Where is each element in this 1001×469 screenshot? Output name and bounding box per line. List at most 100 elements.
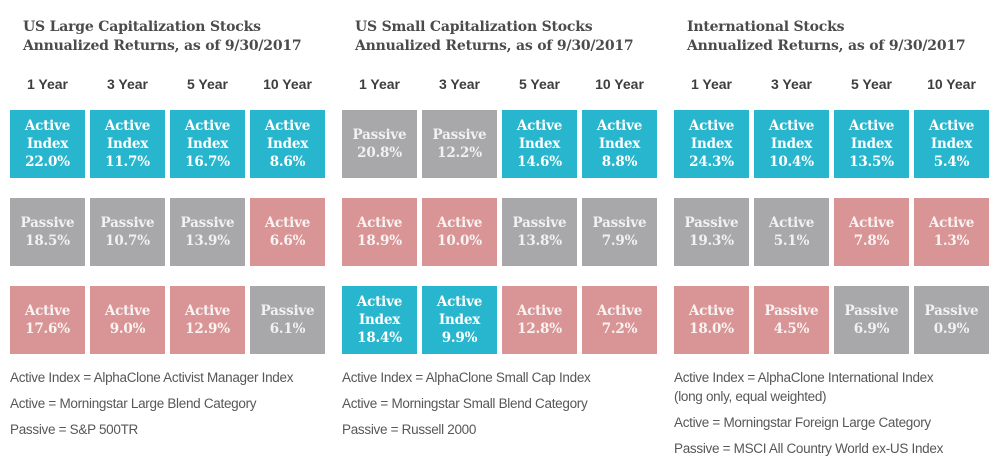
return-cell: Active Index 18.4% — [342, 286, 417, 354]
return-cell: Active Index 9.9% — [422, 286, 497, 354]
cell-value: 13.8% — [517, 233, 562, 249]
cell-value: 22.0% — [25, 154, 70, 170]
cell-value: 17.6% — [25, 321, 70, 337]
cell-value: 6.1% — [269, 321, 306, 337]
legend: Active Index = AlphaClone International … — [674, 368, 1001, 458]
cell-label: Active — [356, 215, 403, 231]
cell-label: Passive — [764, 303, 819, 319]
cell-label: Active — [596, 303, 643, 319]
legend-item: Active = Morningstar Large Blend Categor… — [10, 396, 257, 411]
cell-label: Active — [688, 303, 735, 319]
return-cell: Active 12.8% — [502, 286, 577, 354]
return-cell: Active 5.1% — [754, 198, 829, 266]
legend-item: Passive = S&P 500TR — [10, 422, 138, 437]
cell-label: Passive — [432, 127, 487, 143]
return-cell: Active 6.6% — [250, 198, 325, 266]
cell-value: 11.7% — [105, 154, 150, 170]
return-cell: Active 12.9% — [170, 286, 245, 354]
returns-grid: Active Index 22.0% Active Index 11.7% Ac… — [10, 110, 325, 354]
cell-label: Active Index — [928, 118, 975, 152]
legend-item: Passive = Russell 2000 — [342, 422, 477, 437]
cell-label: Passive — [352, 127, 407, 143]
return-cell: Active Index 8.6% — [250, 110, 325, 178]
legend-item: Active Index = AlphaClone Small Cap Inde… — [342, 370, 591, 385]
panel-title-line2: Annualized Returns, as of 9/30/2017 — [355, 38, 634, 54]
panel-title-line2: Annualized Returns, as of 9/30/2017 — [23, 38, 302, 54]
return-cell: Passive 19.3% — [674, 198, 749, 266]
cell-value: 9.0% — [109, 321, 146, 337]
cell-label: Active Index — [356, 294, 403, 328]
return-cell: Active Index 14.6% — [502, 110, 577, 178]
panel-title: International Stocks Annualized Returns,… — [687, 18, 989, 56]
legend: Active Index = AlphaClone Small Cap Inde… — [342, 368, 674, 439]
return-cell: Passive 20.8% — [342, 110, 417, 178]
returns-grid: Passive 20.8% Passive 12.2% Active Index… — [342, 110, 657, 354]
cell-value: 19.3% — [689, 233, 734, 249]
cell-label: Passive — [180, 215, 235, 231]
column-headers: 1 Year 3 Year 5 Year 10 Year — [10, 76, 325, 93]
cell-value: 6.6% — [269, 233, 306, 249]
legend-item: Active = Morningstar Foreign Large Categ… — [674, 415, 931, 430]
cell-label: Active — [848, 215, 895, 231]
cell-label: Active Index — [24, 118, 71, 152]
column-header: 3 Year — [106, 76, 148, 92]
column-headers: 1 Year 3 Year 5 Year 10 Year — [674, 76, 989, 93]
returns-panel: US Small Capitalization Stocks Annualize… — [342, 18, 657, 446]
cell-value: 10.0% — [437, 233, 482, 249]
cell-label: Active — [104, 303, 151, 319]
column-headers: 1 Year 3 Year 5 Year 10 Year — [342, 76, 657, 93]
cell-label: Passive — [512, 215, 567, 231]
cell-value: 1.3% — [933, 233, 970, 249]
returns-grid: Active Index 24.3% Active Index 10.4% Ac… — [674, 110, 989, 354]
return-cell: Active 17.6% — [10, 286, 85, 354]
cell-value: 5.4% — [933, 154, 970, 170]
returns-panel: US Large Capitalization Stocks Annualize… — [10, 18, 325, 446]
cell-value: 16.7% — [185, 154, 230, 170]
column-header: 10 Year — [263, 76, 312, 92]
column-header: 5 Year — [850, 76, 892, 92]
column-header: 1 Year — [690, 76, 732, 92]
return-cell: Active Index 11.7% — [90, 110, 165, 178]
cell-value: 7.9% — [601, 233, 638, 249]
legend-item: Passive = MSCI All Country World ex-US I… — [674, 441, 944, 456]
cell-label: Passive — [100, 215, 155, 231]
cell-label: Passive — [844, 303, 899, 319]
return-cell: Passive 10.7% — [90, 198, 165, 266]
cell-label: Active — [264, 215, 311, 231]
cell-label: Active Index — [264, 118, 311, 152]
cell-value: 6.9% — [853, 321, 890, 337]
panel-title-line2: Annualized Returns, as of 9/30/2017 — [687, 38, 966, 54]
cell-value: 18.9% — [357, 233, 402, 249]
column-header: 5 Year — [518, 76, 560, 92]
cell-value: 18.5% — [25, 233, 70, 249]
return-cell: Passive 13.9% — [170, 198, 245, 266]
cell-value: 13.5% — [849, 154, 894, 170]
return-cell: Passive 0.9% — [914, 286, 989, 354]
return-cell: Passive 13.8% — [502, 198, 577, 266]
cell-label: Active Index — [596, 118, 643, 152]
column-header: 10 Year — [927, 76, 976, 92]
cell-label: Active Index — [436, 294, 483, 328]
cell-label: Active — [436, 215, 483, 231]
cell-value: 5.1% — [773, 233, 810, 249]
cell-label: Active — [184, 303, 231, 319]
column-header: 5 Year — [186, 76, 228, 92]
legend-item: Active Index = AlphaClone Activist Manag… — [10, 370, 294, 385]
legend-item: Active Index = AlphaClone International … — [674, 370, 934, 404]
return-cell: Passive 6.9% — [834, 286, 909, 354]
panel-title-line1: US Small Capitalization Stocks — [355, 19, 593, 35]
cell-label: Active Index — [688, 118, 735, 152]
panel-title-line1: International Stocks — [687, 19, 845, 35]
returns-panel: International Stocks Annualized Returns,… — [674, 18, 989, 465]
cell-value: 7.2% — [601, 321, 638, 337]
cell-value: 9.9% — [441, 330, 478, 346]
cell-label: Passive — [684, 215, 739, 231]
legend: Active Index = AlphaClone Activist Manag… — [10, 368, 342, 439]
cell-value: 18.4% — [357, 330, 402, 346]
panel-title-line1: US Large Capitalization Stocks — [23, 19, 261, 35]
cell-label: Active — [24, 303, 71, 319]
return-cell: Active 18.9% — [342, 198, 417, 266]
return-cell: Passive 6.1% — [250, 286, 325, 354]
cell-value: 8.8% — [601, 154, 638, 170]
